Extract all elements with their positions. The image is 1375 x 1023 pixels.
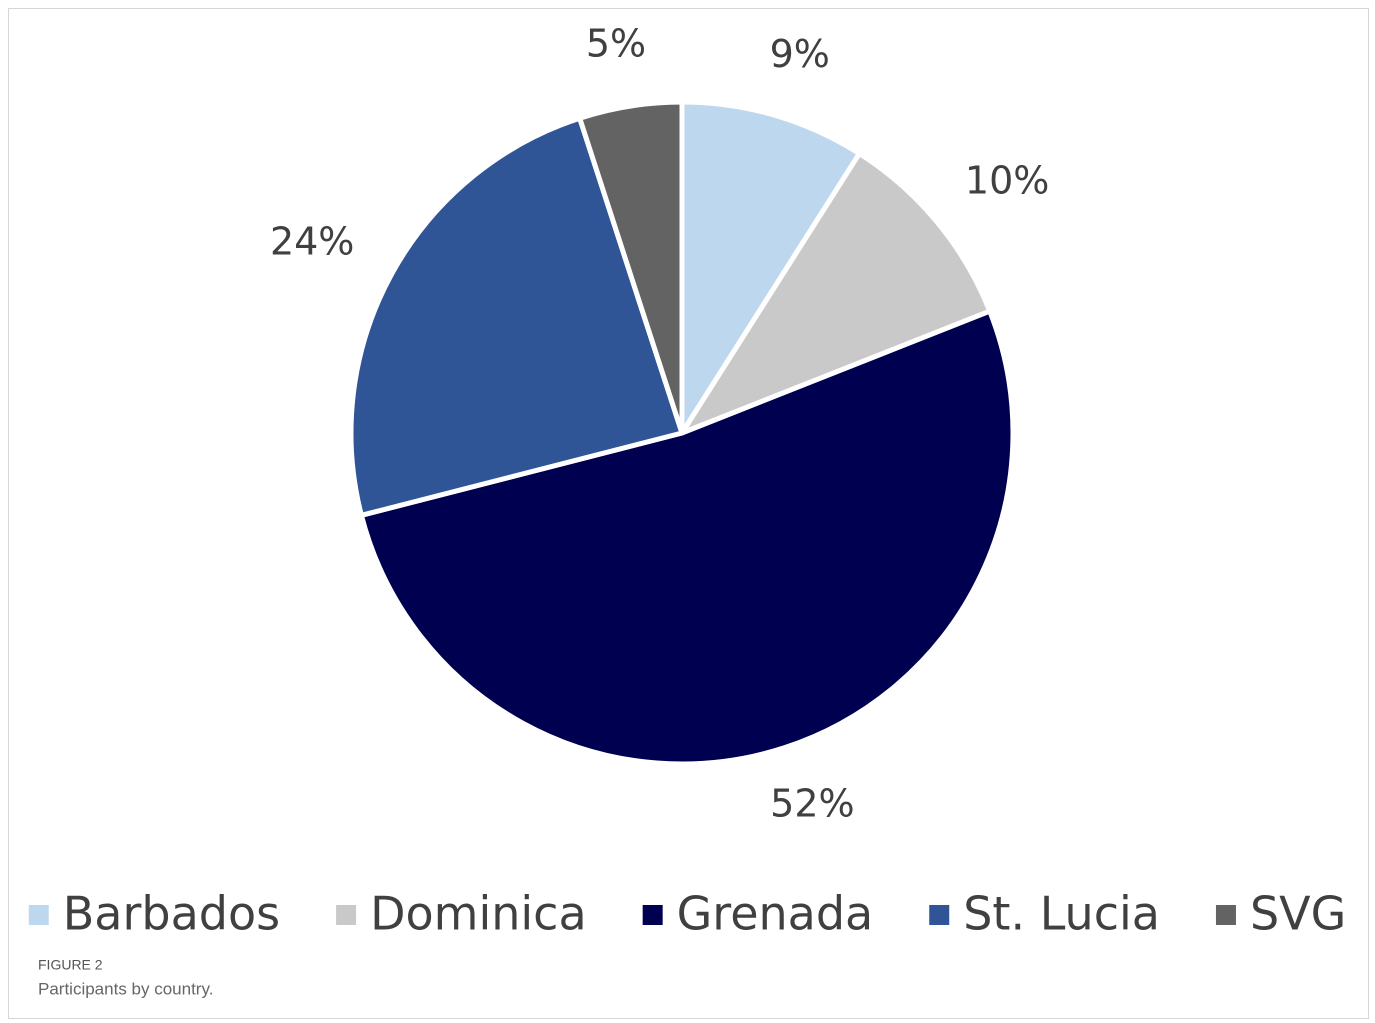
legend: Barbados Dominica Grenada St. Lucia SVG xyxy=(28,887,1346,941)
legend-swatch xyxy=(642,905,663,925)
data-label: 52% xyxy=(770,781,854,825)
pie: 9% 10% 52% 24% 5% xyxy=(270,21,1049,825)
frame xyxy=(8,8,1369,1019)
pie-slice xyxy=(679,151,993,436)
data-label: 5% xyxy=(586,21,646,65)
legend-swatch xyxy=(929,905,950,925)
legend-label: Dominica xyxy=(370,887,587,941)
legend-label: St. Lucia xyxy=(963,887,1160,941)
legend-label: SVG xyxy=(1250,887,1346,941)
caption-label: FIGURE 2 xyxy=(38,957,103,973)
data-label: 24% xyxy=(270,220,354,264)
legend-swatch xyxy=(1215,905,1236,925)
legend-label: Barbados xyxy=(63,887,280,941)
pie-slice xyxy=(348,115,685,518)
pie-slice xyxy=(358,308,1016,767)
pie-slice xyxy=(577,99,685,436)
legend-swatch xyxy=(336,905,357,925)
caption-text: Participants by country. xyxy=(38,979,213,998)
data-label: 10% xyxy=(965,159,1049,203)
data-label: 9% xyxy=(770,32,830,76)
legend-swatch xyxy=(28,905,49,925)
pie-slice xyxy=(679,99,862,436)
legend-label: Grenada xyxy=(677,887,874,941)
